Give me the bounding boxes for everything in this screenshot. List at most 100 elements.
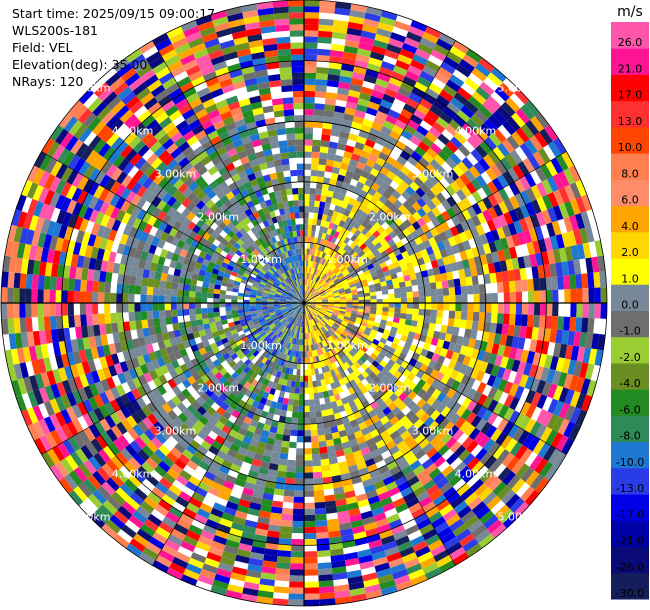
velocity-gate bbox=[467, 338, 476, 349]
velocity-gate bbox=[105, 477, 120, 492]
velocity-gate bbox=[327, 389, 334, 397]
velocity-gate bbox=[195, 285, 203, 293]
velocity-gate bbox=[86, 280, 94, 292]
velocity-gate bbox=[307, 332, 310, 340]
velocity-gate bbox=[454, 417, 466, 429]
velocity-gate bbox=[73, 290, 81, 303]
velocity-gate bbox=[293, 362, 298, 370]
velocity-gate bbox=[307, 375, 313, 382]
velocity-gate bbox=[445, 79, 461, 93]
velocity-gate bbox=[295, 338, 299, 345]
velocity-gate bbox=[362, 478, 374, 488]
velocity-gate bbox=[588, 287, 595, 303]
velocity-gate bbox=[324, 324, 330, 330]
velocity-gate bbox=[25, 288, 32, 303]
velocity-gate bbox=[483, 514, 499, 530]
velocity-gate bbox=[391, 406, 402, 416]
velocity-gate bbox=[330, 316, 337, 322]
velocity-gate bbox=[534, 290, 541, 303]
velocity-gate bbox=[403, 450, 415, 461]
velocity-gate bbox=[279, 372, 286, 380]
velocity-gate bbox=[484, 312, 492, 323]
velocity-gate bbox=[271, 500, 284, 508]
velocity-gate bbox=[304, 127, 314, 134]
velocity-gate bbox=[49, 289, 56, 303]
velocity-gate bbox=[299, 308, 303, 315]
velocity-gate bbox=[536, 197, 548, 212]
velocity-gate bbox=[333, 322, 340, 328]
velocity-gate bbox=[323, 253, 329, 260]
velocity-gate bbox=[403, 274, 411, 282]
velocity-gate bbox=[317, 329, 323, 336]
velocity-gate bbox=[465, 248, 474, 260]
velocity-gate bbox=[284, 321, 290, 328]
velocity-gate bbox=[564, 389, 575, 406]
velocity-gate bbox=[311, 288, 316, 294]
velocity-gate bbox=[296, 344, 300, 352]
velocity-gate bbox=[481, 184, 493, 197]
velocity-gate bbox=[300, 321, 303, 328]
velocity-gate bbox=[212, 579, 229, 590]
velocity-gate bbox=[436, 213, 446, 225]
velocity-gate bbox=[221, 459, 233, 470]
velocity-gate bbox=[573, 229, 583, 245]
velocity-gate bbox=[315, 355, 320, 363]
velocity-gate bbox=[129, 275, 137, 286]
velocity-gate bbox=[235, 367, 244, 376]
velocity-gate bbox=[231, 379, 240, 388]
velocity-gate bbox=[346, 569, 362, 579]
velocity-gate bbox=[179, 469, 192, 481]
velocity-gate bbox=[249, 502, 262, 511]
velocity-gate bbox=[389, 130, 401, 141]
velocity-gate bbox=[490, 428, 503, 442]
velocity-gate bbox=[277, 377, 284, 385]
velocity-gate bbox=[293, 325, 297, 332]
velocity-gate bbox=[354, 109, 366, 119]
velocity-gate bbox=[555, 329, 564, 344]
velocity-gate bbox=[308, 295, 314, 300]
velocity-gate bbox=[256, 345, 264, 353]
velocity-gate bbox=[416, 469, 429, 481]
velocity-gate bbox=[327, 451, 337, 459]
velocity-gate bbox=[418, 141, 430, 153]
velocity-gate bbox=[343, 244, 350, 252]
velocity-gate bbox=[475, 62, 491, 77]
velocity-gate bbox=[456, 405, 467, 417]
velocity-gate bbox=[547, 250, 556, 265]
velocity-gate bbox=[414, 433, 426, 445]
velocity-gate bbox=[346, 224, 354, 232]
velocity-gate bbox=[362, 144, 373, 154]
velocity-gate bbox=[317, 386, 323, 393]
velocity-gate bbox=[474, 109, 489, 123]
velocity-gate bbox=[301, 351, 304, 358]
velocity-gate bbox=[342, 348, 349, 355]
velocity-gate bbox=[140, 500, 155, 514]
velocity-gate bbox=[434, 413, 446, 425]
velocity-gate bbox=[585, 332, 594, 349]
velocity-gate bbox=[448, 169, 460, 181]
velocity-gate bbox=[309, 300, 316, 303]
velocity-gate bbox=[222, 371, 232, 381]
velocity-gate bbox=[349, 241, 357, 249]
velocity-gate bbox=[437, 66, 453, 80]
velocity-gate bbox=[475, 505, 491, 520]
velocity-gate bbox=[226, 375, 236, 385]
velocity-gate bbox=[496, 366, 506, 379]
velocity-gate bbox=[327, 280, 334, 286]
velocity-gate bbox=[335, 180, 344, 188]
velocity-gate bbox=[353, 368, 362, 377]
velocity-gate bbox=[312, 386, 319, 394]
velocity-gate bbox=[406, 400, 417, 411]
velocity-gate bbox=[186, 429, 198, 440]
velocity-gate bbox=[433, 456, 446, 468]
velocity-gate bbox=[355, 493, 368, 502]
velocity-gate bbox=[347, 433, 357, 442]
velocity-gate bbox=[495, 160, 508, 175]
velocity-gate bbox=[505, 235, 515, 249]
velocity-gate bbox=[552, 303, 559, 317]
velocity-gate bbox=[396, 328, 404, 335]
velocity-gate bbox=[435, 116, 449, 129]
velocity-gate bbox=[558, 203, 570, 219]
velocity-gate bbox=[313, 310, 319, 316]
velocity-gate bbox=[399, 313, 407, 320]
